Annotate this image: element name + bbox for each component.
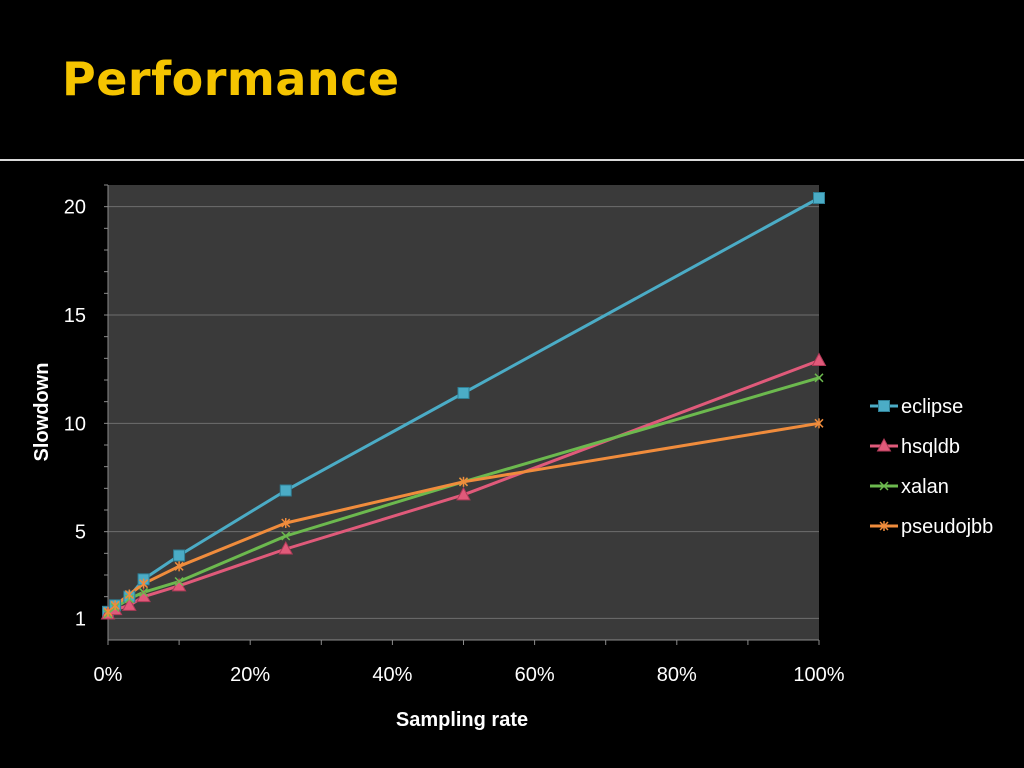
data-point-hsqldb [278,540,294,555]
data-point-pseudojbb [103,606,113,617]
data-point-pseudojbb [110,600,120,611]
x-tick-label: 60% [515,664,555,686]
data-point-hsqldb [121,597,137,611]
x-tick-label: 100% [793,664,844,686]
axes [104,184,820,645]
y-axis-title: Slowdown [31,363,53,462]
data-point-xalan [174,576,184,587]
data-point-xalan [281,531,291,541]
data-point-hsqldb [456,486,471,501]
y-tick-label: 15 [64,305,86,327]
legend-label: hsqldb [901,436,960,458]
legend-marker-eclipse [878,400,890,412]
legend-marker-pseudojbb [879,521,889,531]
y-tick-label: 10 [64,413,86,435]
title-divider [0,159,1024,161]
data-point-hsqldb [811,352,827,366]
series-markers [100,192,827,620]
data-point-xalan [814,373,824,383]
x-axis-title: Sampling rate [396,709,528,731]
legend-label: xalan [901,476,949,498]
data-point-xalan [139,587,149,597]
data-point-eclipse [173,549,186,562]
data-point-pseudojbb [814,418,824,429]
legend-marker-xalan [879,481,889,491]
x-tick-labels: 0% 20% 40% 60% 80% 100% [94,664,845,686]
legend-marker-hsqldb [876,437,892,452]
data-point-pseudojbb [139,578,149,589]
plot-area [108,185,819,640]
gridlines [108,206,819,619]
legend-item-hsqldb: hsqldb [870,436,960,458]
legend-label: pseudojbb [901,516,993,538]
slide-title: Performance [62,52,400,106]
legend-item-xalan: xalan [870,476,949,498]
data-point-pseudojbb [174,561,184,572]
x-tick-label: 80% [657,664,697,686]
data-point-eclipse [813,192,825,204]
x-tick-label: 40% [372,664,412,686]
data-point-pseudojbb [458,476,469,487]
data-point-pseudojbb [281,518,291,528]
legend-item-eclipse: eclipse [870,396,963,418]
data-point-eclipse [457,387,470,399]
legend: eclipse hsqldb xalan pseudojbb [870,396,993,538]
y-tick-label: 1 [75,608,86,630]
x-tick-label: 0% [94,664,123,686]
legend-item-pseudojbb: pseudojbb [870,516,993,538]
data-point-pseudojbb [124,589,134,600]
data-point-eclipse [279,484,292,497]
y-tick-label: 20 [64,197,86,219]
x-tick-label: 20% [230,664,270,686]
legend-label: eclipse [901,396,963,418]
y-tick-label: 5 [75,522,86,544]
